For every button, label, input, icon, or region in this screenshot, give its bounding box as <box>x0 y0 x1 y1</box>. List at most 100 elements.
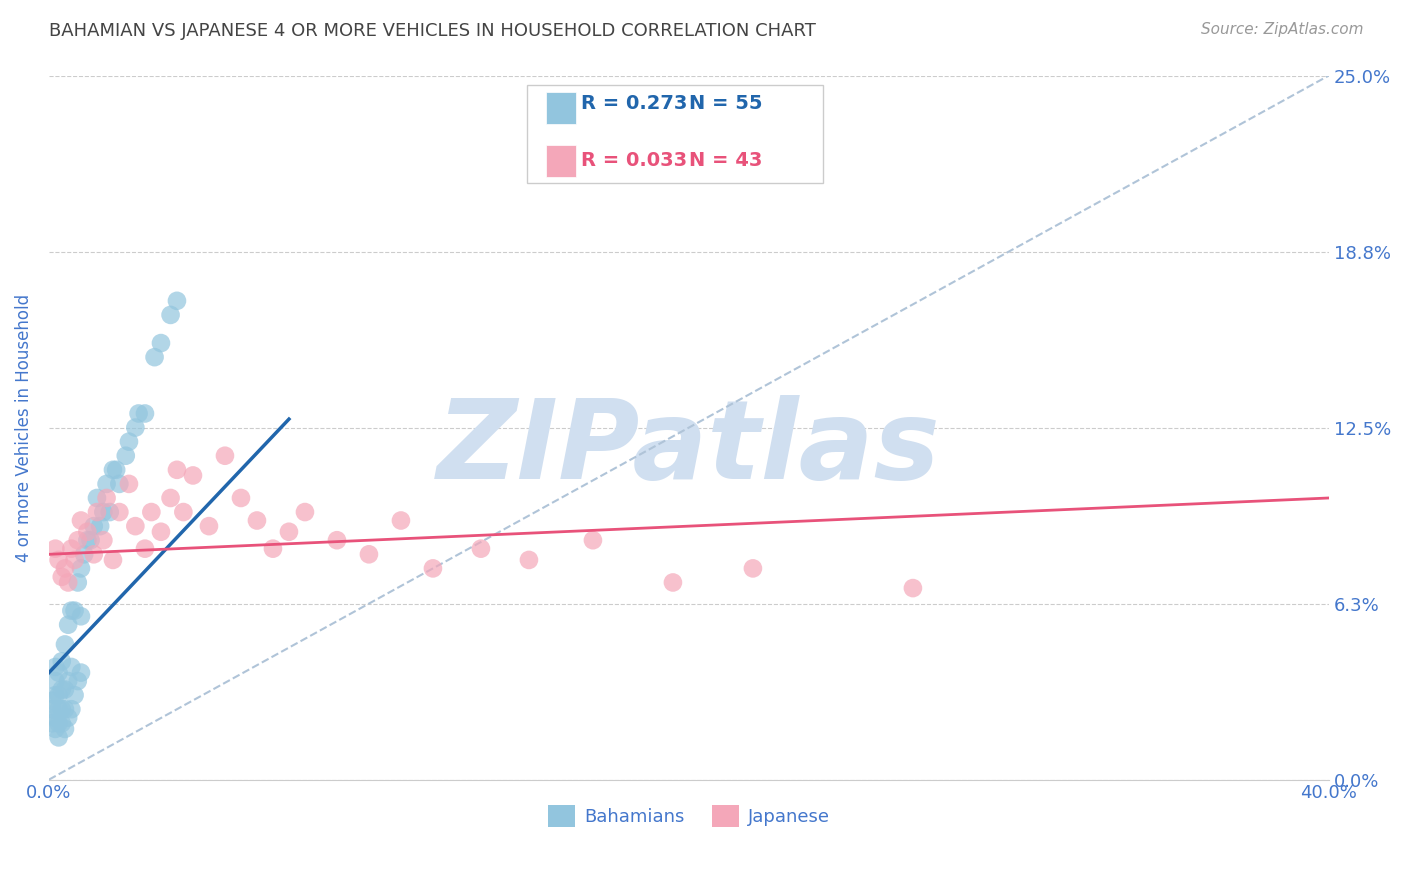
Point <box>93 505 115 519</box>
Text: BAHAMIAN VS JAPANESE 4 OR MORE VEHICLES IN HOUSEHOLD CORRELATION CHART: BAHAMIAN VS JAPANESE 4 OR MORE VEHICLES … <box>49 22 815 40</box>
Text: N = 55: N = 55 <box>689 94 762 113</box>
Point <box>124 420 146 434</box>
Point <box>166 463 188 477</box>
Point <box>41 694 63 708</box>
Point <box>44 722 66 736</box>
Point <box>66 575 89 590</box>
Point <box>51 570 73 584</box>
Point <box>70 665 93 680</box>
Point <box>51 682 73 697</box>
Y-axis label: 4 or more Vehicles in Household: 4 or more Vehicles in Household <box>15 293 32 562</box>
Point <box>89 519 111 533</box>
Point <box>60 541 83 556</box>
Point <box>105 463 128 477</box>
Point <box>357 547 380 561</box>
Point <box>159 491 181 505</box>
Point <box>118 434 141 449</box>
Point <box>517 553 540 567</box>
Point <box>262 541 284 556</box>
Point <box>53 682 76 697</box>
Point <box>96 476 118 491</box>
Point <box>60 660 83 674</box>
Point <box>53 561 76 575</box>
Point <box>134 407 156 421</box>
Point <box>141 505 163 519</box>
Point <box>198 519 221 533</box>
Point <box>93 533 115 548</box>
Point <box>41 716 63 731</box>
Point <box>86 505 108 519</box>
Point <box>214 449 236 463</box>
Point <box>108 476 131 491</box>
Point <box>901 581 924 595</box>
Point <box>66 533 89 548</box>
Point <box>48 553 70 567</box>
Point <box>56 673 79 688</box>
Point <box>101 463 124 477</box>
Point <box>48 702 70 716</box>
Point <box>326 533 349 548</box>
Point <box>63 604 86 618</box>
Point <box>96 491 118 505</box>
Point <box>63 688 86 702</box>
Point <box>53 722 76 736</box>
Point <box>70 561 93 575</box>
Point <box>582 533 605 548</box>
Point <box>48 665 70 680</box>
Point <box>76 524 98 539</box>
Point <box>48 716 70 731</box>
Point <box>79 533 101 548</box>
Text: ZIPatlas: ZIPatlas <box>437 395 941 502</box>
Point <box>51 702 73 716</box>
Point <box>63 553 86 567</box>
Point <box>422 561 444 575</box>
Point <box>60 702 83 716</box>
Point <box>53 637 76 651</box>
Point <box>70 514 93 528</box>
Text: R = 0.033: R = 0.033 <box>581 151 686 170</box>
Point <box>114 449 136 463</box>
Point <box>98 505 121 519</box>
Point <box>181 468 204 483</box>
Point <box>172 505 194 519</box>
Point <box>662 575 685 590</box>
Text: R = 0.273: R = 0.273 <box>581 94 688 113</box>
Point <box>149 524 172 539</box>
Text: N = 43: N = 43 <box>689 151 762 170</box>
Point <box>124 519 146 533</box>
Point <box>76 533 98 548</box>
Point <box>56 575 79 590</box>
Point <box>86 491 108 505</box>
Legend: Bahamians, Japanese: Bahamians, Japanese <box>541 797 837 834</box>
Point <box>229 491 252 505</box>
Text: Source: ZipAtlas.com: Source: ZipAtlas.com <box>1201 22 1364 37</box>
Point <box>56 617 79 632</box>
Point <box>83 519 105 533</box>
Point <box>44 711 66 725</box>
Point <box>66 673 89 688</box>
Point <box>294 505 316 519</box>
Point <box>134 541 156 556</box>
Point <box>44 688 66 702</box>
Point <box>51 654 73 668</box>
Point <box>159 308 181 322</box>
Point <box>44 541 66 556</box>
Point <box>389 514 412 528</box>
Point <box>149 336 172 351</box>
Point <box>118 476 141 491</box>
Point <box>470 541 492 556</box>
Point <box>56 711 79 725</box>
Point <box>101 553 124 567</box>
Point <box>83 547 105 561</box>
Point <box>44 660 66 674</box>
Point <box>53 702 76 716</box>
Point <box>166 293 188 308</box>
Point <box>44 673 66 688</box>
Point <box>246 514 269 528</box>
Point <box>742 561 765 575</box>
Point <box>128 407 150 421</box>
Point <box>143 350 166 364</box>
Point <box>73 547 96 561</box>
Point <box>41 702 63 716</box>
Point <box>48 731 70 745</box>
